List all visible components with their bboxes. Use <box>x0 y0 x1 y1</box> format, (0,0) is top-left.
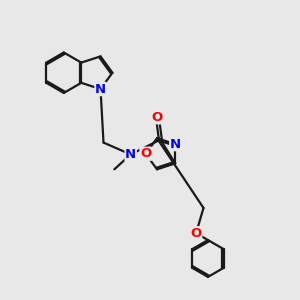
Text: N: N <box>125 148 136 161</box>
Text: O: O <box>140 147 151 160</box>
Text: N: N <box>95 82 106 96</box>
Text: O: O <box>152 111 163 124</box>
Text: O: O <box>190 227 202 240</box>
Text: N: N <box>170 138 181 151</box>
